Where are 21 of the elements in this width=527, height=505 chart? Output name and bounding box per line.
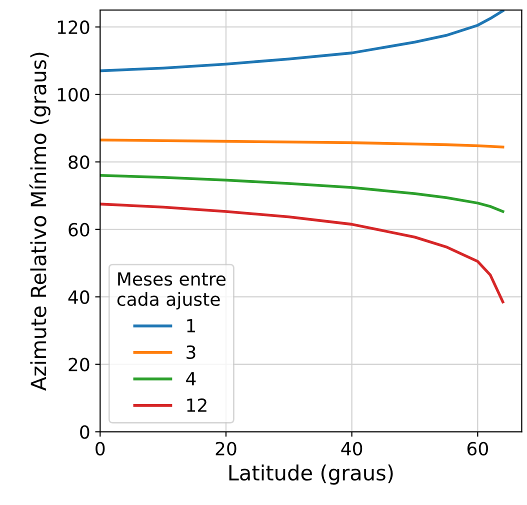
y-axis-title: Azimute Relativo Mínimo (graus) [29, 52, 50, 391]
x-axis-title: Latitude (graus) [229, 464, 393, 485]
y-tick-label: 40 [68, 290, 90, 304]
y-tick-label: 100 [58, 88, 90, 102]
legend-label: 1 [187, 319, 196, 332]
legend-label: 4 [186, 372, 196, 386]
line-series [100, 10, 504, 72]
line-series [100, 174, 504, 213]
legend-title: Meses entre cada ajuste [117, 272, 226, 310]
y-tick-label: 80 [68, 155, 90, 170]
x-tick-label: 20 [216, 442, 236, 456]
x-tick-label: 60 [467, 442, 488, 456]
y-tick-label: 20 [68, 358, 90, 372]
x-tick-label: 0 [96, 442, 105, 456]
y-tick-label: 120 [58, 20, 90, 34]
y-tick-label: 0 [80, 425, 90, 439]
legend-label: 3 [186, 345, 196, 360]
y-tick-label: 60 [68, 222, 90, 236]
legend-label: 12 [187, 398, 206, 412]
x-tick-label: 40 [341, 442, 362, 456]
line-series [100, 138, 504, 148]
